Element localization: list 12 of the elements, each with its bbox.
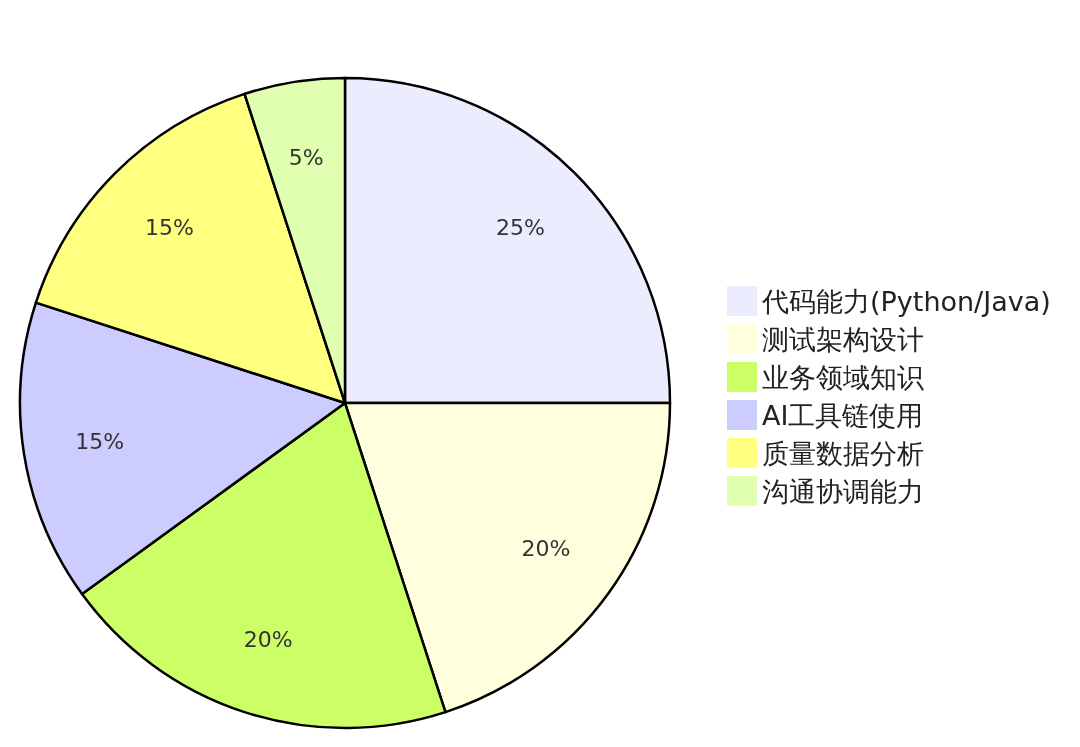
data-label: 15%: [145, 214, 194, 240]
data-label: 20%: [243, 626, 293, 652]
data-label: 25%: [496, 214, 545, 240]
legend-label: 质量数据分析: [762, 437, 924, 469]
legend-label: 测试架构设计: [762, 323, 924, 355]
legend-label: 沟通协调能力: [762, 475, 924, 507]
data-label: 5%: [288, 145, 324, 171]
legend-label: 业务领域知识: [762, 361, 924, 393]
legend-label: 代码能力(Python/Java): [761, 285, 1051, 317]
legend-label: AI工具链使用: [762, 399, 924, 431]
data-label: 20%: [521, 536, 571, 562]
data-label: 15%: [75, 429, 125, 455]
